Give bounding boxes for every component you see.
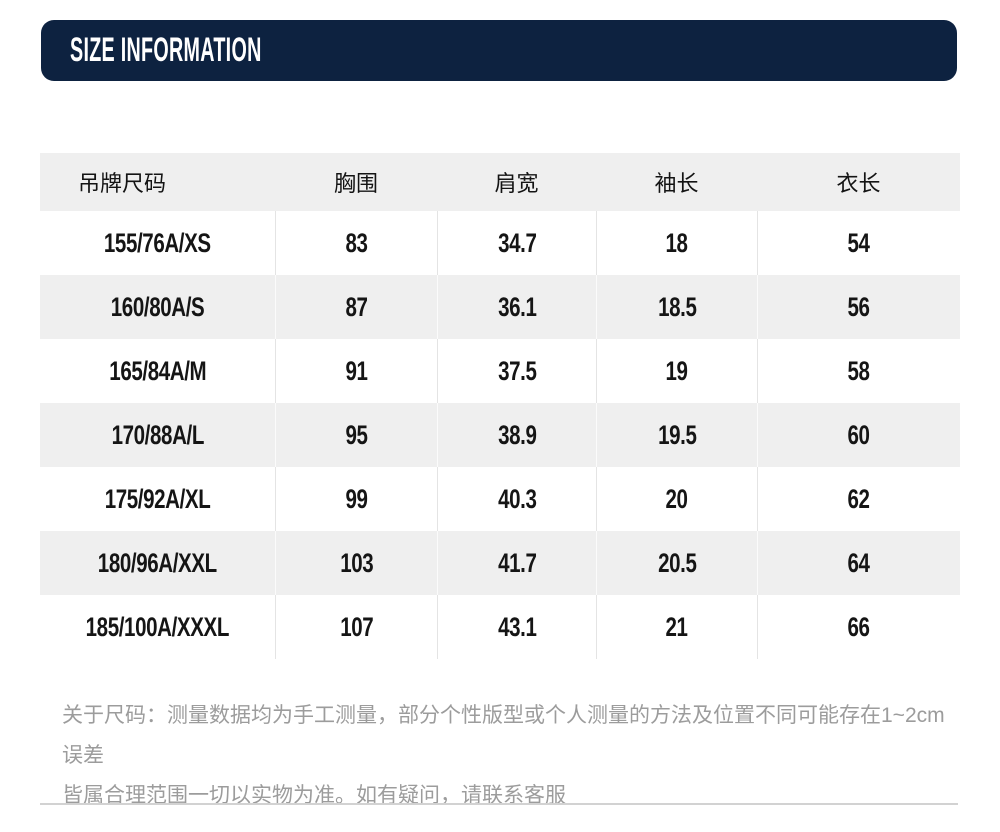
table-row-xl: 175/92A/XL 99 40.3 20 62	[40, 467, 960, 531]
cell-shoulder: 43.1	[437, 595, 596, 659]
section-title: SIZE INFORMATION	[70, 31, 262, 69]
cell-garment-length: 66	[757, 595, 960, 659]
cell-shoulder: 40.3	[437, 467, 596, 531]
cell-chest: 99	[275, 467, 437, 531]
cell-chest: 95	[275, 403, 437, 467]
table-row-xs: 155/76A/XS 83 34.7 18 54	[40, 211, 960, 275]
cell-size: 155/76A/XS	[104, 227, 211, 258]
header-cell-tag-size: 吊牌尺码	[78, 171, 167, 196]
cell-shoulder: 41.7	[437, 531, 596, 595]
cell-chest: 107	[275, 595, 437, 659]
cell-sleeve-length: 20.5	[596, 531, 757, 595]
table-header-row: 吊牌尺码 胸围 肩宽 袖长 衣长	[40, 153, 960, 211]
sizing-disclaimer-line1: 关于尺码：测量数据均为手工测量，部分个性版型或个人测量的方法及位置不同可能存在1…	[62, 704, 945, 767]
section-title-bar: SIZE INFORMATION	[41, 20, 957, 81]
table-row-xxl: 180/96A/XXL 103 41.7 20.5 64	[40, 531, 960, 595]
cell-shoulder: 38.9	[437, 403, 596, 467]
bottom-divider	[40, 803, 958, 805]
cell-sleeve-length: 19.5	[596, 403, 757, 467]
cell-sleeve-length: 21	[596, 595, 757, 659]
cell-shoulder: 34.7	[437, 211, 596, 275]
sizing-disclaimer: 关于尺码：测量数据均为手工测量，部分个性版型或个人测量的方法及位置不同可能存在1…	[62, 696, 962, 816]
header-cell-chest: 胸围	[333, 171, 378, 196]
cell-sleeve-length: 20	[596, 467, 757, 531]
cell-size: 160/80A/S	[110, 291, 205, 322]
cell-garment-length: 58	[757, 339, 960, 403]
cell-chest: 103	[275, 531, 437, 595]
cell-garment-length: 62	[757, 467, 960, 531]
sizing-disclaimer-line2: 皆属合理范围一切以实物为准。如有疑问，请联系客服	[62, 784, 566, 807]
cell-shoulder: 36.1	[437, 275, 596, 339]
table-row-m: 165/84A/M 91 37.5 19 58	[40, 339, 960, 403]
size-table: 吊牌尺码 胸围 肩宽 袖长 衣长 155/76A/XS 83 34.7 18 5…	[40, 153, 960, 659]
header-cell-garment-length: 衣长	[836, 171, 881, 196]
cell-sleeve-length: 18.5	[596, 275, 757, 339]
cell-chest: 91	[275, 339, 437, 403]
table-row-xxxl: 185/100A/XXXL 107 43.1 21 66	[40, 595, 960, 659]
cell-size: 175/92A/XL	[104, 483, 211, 514]
cell-garment-length: 54	[757, 211, 960, 275]
cell-garment-length: 64	[757, 531, 960, 595]
cell-chest: 87	[275, 275, 437, 339]
cell-size: 170/88A/L	[111, 419, 204, 450]
cell-sleeve-length: 18	[596, 211, 757, 275]
cell-size: 165/84A/M	[109, 355, 206, 386]
table-row-s: 160/80A/S 87 36.1 18.5 56	[40, 275, 960, 339]
header-cell-sleeve-length: 袖长	[654, 171, 699, 196]
cell-size: 180/96A/XXL	[97, 547, 218, 578]
header-cell-shoulder: 肩宽	[494, 171, 539, 196]
cell-size: 185/100A/XXXL	[85, 611, 230, 642]
cell-chest: 83	[275, 211, 437, 275]
cell-shoulder: 37.5	[437, 339, 596, 403]
cell-garment-length: 56	[757, 275, 960, 339]
cell-garment-length: 60	[757, 403, 960, 467]
cell-sleeve-length: 19	[596, 339, 757, 403]
table-row-l: 170/88A/L 95 38.9 19.5 60	[40, 403, 960, 467]
